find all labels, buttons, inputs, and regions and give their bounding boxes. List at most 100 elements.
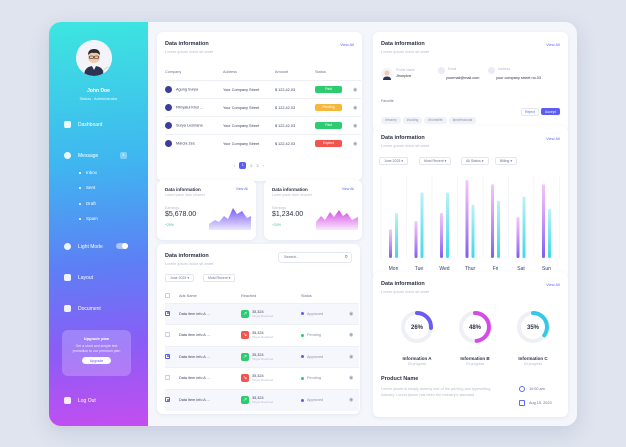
select-all-checkbox[interactable] <box>165 292 170 298</box>
bar-fri-series-1[interactable] <box>491 184 494 258</box>
nav-layout[interactable]: Layout <box>64 274 93 281</box>
view-all-link[interactable]: View All <box>546 282 560 287</box>
bar-mon-series-2[interactable] <box>395 212 398 258</box>
bar-wed-series-1[interactable] <box>440 212 443 258</box>
bar-fri-series-2[interactable] <box>497 200 500 258</box>
row-checkbox[interactable] <box>165 310 170 316</box>
bar-sun-series-1[interactable] <box>542 184 545 258</box>
nav-inbox[interactable]: Inbox <box>79 170 97 175</box>
sidebar: John Doe Status : Administrator Dashboar… <box>49 22 148 426</box>
row-checkbox[interactable] <box>165 332 170 338</box>
bar-thur-series-1[interactable] <box>465 180 469 258</box>
chart-sort-filter[interactable]: Most Recent ▾ <box>419 157 452 165</box>
pagination: ‹ 1 2 3 › <box>234 162 264 169</box>
eye-icon[interactable]: ◉ <box>353 140 358 147</box>
tag[interactable]: #coding <box>402 116 423 124</box>
ads-table-card: Data information Lorem ipsum dolor sit a… <box>157 244 360 414</box>
row-checkbox[interactable] <box>165 353 170 359</box>
eye-icon[interactable]: ◉ <box>353 86 358 93</box>
nav-document[interactable]: Document <box>64 305 101 312</box>
nav-draft[interactable]: Draft <box>79 201 96 206</box>
chart-date-filter[interactable]: June 2023 ▾ <box>379 157 409 165</box>
nav-logout-label: Log Out <box>78 397 96 404</box>
light-mode-toggle[interactable] <box>116 243 128 249</box>
eye-icon[interactable]: ◉ <box>353 104 358 111</box>
view-all-link[interactable]: View All <box>546 136 560 141</box>
ring-label: Information A <box>402 356 432 361</box>
bar-tue-series-1[interactable] <box>414 221 418 258</box>
table-row[interactable]: Agung Surya Your Company Street $ 122,42.0… <box>165 80 361 99</box>
favorite-tags: #money #coding #homelife #professional <box>381 108 478 126</box>
product-time-value: 10:00 am <box>529 387 545 391</box>
table-row[interactable]: Marcia Zes Your Company Street $ 122,42.03… <box>165 134 361 153</box>
bar-thur-series-2[interactable] <box>471 204 475 258</box>
dashboard-app: John Doe Status : Administrator Dashboar… <box>49 22 577 426</box>
search-input[interactable]: Search... ⌕ <box>278 252 352 263</box>
table-row[interactable]: Data item info A ... ↗ 35,324 Target Reache… <box>165 388 359 411</box>
edit-avatar-badge-icon[interactable] <box>103 67 112 76</box>
bullet-icon <box>79 186 81 189</box>
row-checkbox[interactable] <box>165 397 170 402</box>
view-all-link[interactable]: View All <box>340 42 354 47</box>
tag[interactable]: #professional <box>448 116 477 124</box>
eye-icon[interactable]: ◉ <box>349 375 354 382</box>
nav-message[interactable]: Message <box>64 152 98 159</box>
tag[interactable]: #money <box>381 116 401 124</box>
eye-icon[interactable]: ◉ <box>349 353 354 360</box>
page-2[interactable]: 2 <box>250 163 253 168</box>
bar-wed-series-2[interactable] <box>446 192 449 258</box>
eye-icon[interactable]: ◉ <box>349 310 354 317</box>
table-row[interactable]: Data item info A ... ↗ 35,324 Target Reache… <box>165 345 359 368</box>
bar-mon-series-1[interactable] <box>389 229 392 258</box>
date-filter[interactable]: June 2023 ▾ <box>165 274 195 282</box>
company-table-card: Data information Lorem ipsum dolor sit a… <box>157 32 362 181</box>
nav-inbox-label: Inbox <box>86 170 98 175</box>
row-checkbox[interactable] <box>165 375 170 381</box>
avatar[interactable] <box>76 40 112 76</box>
progress-ring-item: 48% Information B 53 progress <box>455 307 495 366</box>
search-icon[interactable]: ⌕ <box>344 254 348 260</box>
trend-down-icon: ↘ <box>241 374 249 383</box>
bar-sat-series-1[interactable] <box>516 217 520 258</box>
nav-logout[interactable]: Log Out <box>64 397 96 404</box>
nav-spam[interactable]: Spam <box>79 216 98 221</box>
prev-page-icon[interactable]: ‹ <box>234 163 236 168</box>
bar-sat-series-2[interactable] <box>522 196 526 259</box>
company-table: Company Address Amount Status Agung Sury… <box>165 70 361 153</box>
table-row[interactable]: Surya Lesmana Your Company Street $ 122,42… <box>165 116 361 135</box>
email-label: Email <box>448 67 457 71</box>
table-row[interactable]: Fitriyatul Khoi ... Your Company Street $ … <box>165 98 361 117</box>
view-all-link[interactable]: View All <box>546 42 560 47</box>
view-all-link[interactable]: View All <box>341 187 354 191</box>
table-row[interactable]: Data item info A ... ↗ 35,324 Target Reache… <box>165 302 359 325</box>
sort-filter[interactable]: Most Recent ▾ <box>203 274 236 282</box>
view-all-link[interactable]: View All <box>235 187 248 191</box>
page-3[interactable]: 3 <box>256 163 259 168</box>
reject-button[interactable]: Reject <box>521 108 539 116</box>
ring-sub: 53 progress <box>407 362 427 366</box>
eye-icon[interactable]: ◉ <box>349 332 354 339</box>
eye-icon[interactable]: ◉ <box>349 397 354 403</box>
tag[interactable]: #homelife <box>424 116 447 124</box>
eye-icon[interactable]: ◉ <box>353 122 358 129</box>
company-cell: Marcia Zes <box>165 134 223 153</box>
next-page-icon[interactable]: › <box>262 163 264 168</box>
company-cell: Fitriyatul Khoi ... <box>165 98 223 117</box>
chart-billing-filter[interactable]: Billing ▾ <box>495 157 518 165</box>
page-1[interactable]: 1 <box>239 162 247 169</box>
table-row[interactable]: Data item info A ... ↘ 35,324 Target Reache… <box>165 324 359 346</box>
bar-sun-series-2[interactable] <box>548 208 551 258</box>
nav-dashboard[interactable]: Dashboard <box>64 121 102 128</box>
upgrade-button[interactable]: Upgrade <box>81 357 112 364</box>
accept-button[interactable]: Accept <box>541 108 560 115</box>
chart-status-filter[interactable]: All Status ▾ <box>461 157 489 165</box>
card-title: Data information <box>165 41 209 47</box>
address-label: Address <box>498 67 511 71</box>
status-dot-icon <box>301 376 304 380</box>
table-row[interactable]: Data item info A ... ↘ 35,324 Target Reache… <box>165 367 359 389</box>
nav-sent[interactable]: Sent <box>79 185 95 190</box>
bar-tue-series-2[interactable] <box>420 192 424 258</box>
earnings-change: +25% <box>165 223 175 227</box>
earnings-change: +20% <box>272 223 282 227</box>
card-title: Data information <box>381 41 425 47</box>
